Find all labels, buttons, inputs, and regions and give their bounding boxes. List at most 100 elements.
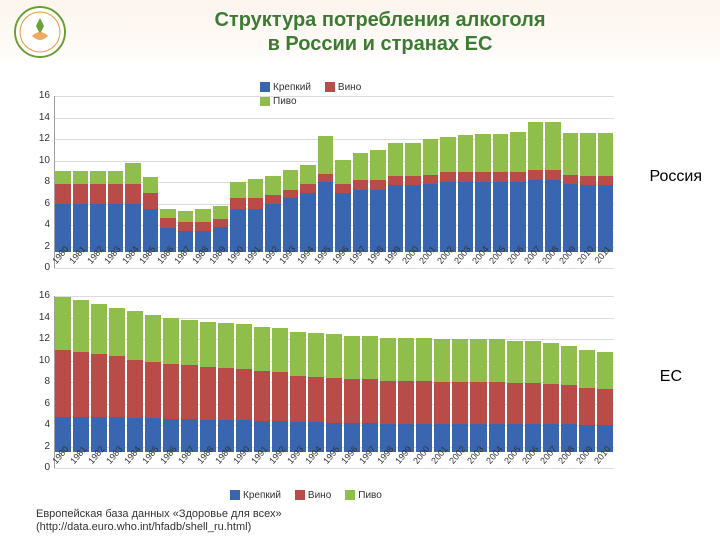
- bar: 1994: [300, 80, 316, 252]
- x-tick-label: 1987: [177, 444, 198, 466]
- bar-seg-spirits: [493, 182, 509, 252]
- bar-seg-beer: [440, 137, 456, 172]
- chart-russia: 0246810121416198019811982198319841985198…: [54, 80, 614, 268]
- bar-seg-wine: [543, 384, 559, 424]
- legend-item-beer-2: Пиво: [345, 490, 382, 501]
- gridline: [54, 468, 614, 469]
- x-tick-label: 1983: [104, 444, 125, 466]
- bar-seg-beer: [405, 143, 421, 175]
- bar-seg-beer: [283, 170, 299, 189]
- bar-seg-wine: [580, 176, 596, 186]
- bar-seg-beer: [335, 160, 351, 185]
- bar-seg-beer: [423, 139, 439, 174]
- x-tick-label: 1996: [339, 444, 360, 466]
- bar: 2003: [470, 280, 486, 452]
- bar-seg-wine: [579, 388, 595, 426]
- bar-seg-spirits: [545, 180, 561, 252]
- y-tick-label: 2: [26, 441, 50, 452]
- x-tick-label: 2006: [520, 444, 541, 466]
- bar-seg-beer: [493, 134, 509, 173]
- y-tick-label: 10: [26, 155, 50, 166]
- bar-seg-beer: [398, 338, 414, 381]
- bar-seg-beer: [55, 297, 71, 350]
- bar: 1998: [380, 280, 396, 452]
- bar-seg-beer: [563, 133, 579, 175]
- org-logo: [14, 6, 66, 58]
- bar-seg-beer: [218, 323, 234, 368]
- bar-seg-wine: [561, 385, 577, 424]
- page-title: Структура потребления алкоголя в России …: [120, 8, 640, 56]
- label-russia: Россия: [650, 168, 702, 186]
- bar: 1991: [254, 280, 270, 452]
- bar-seg-beer: [318, 136, 334, 174]
- bar-seg-spirits: [440, 182, 456, 252]
- x-tick-label: 1980: [50, 244, 71, 266]
- x-tick-label: 1990: [231, 444, 252, 466]
- bar: 1993: [290, 280, 306, 452]
- bar-seg-wine: [510, 172, 526, 182]
- x-tick-label: 2001: [429, 444, 450, 466]
- bar: 1999: [398, 280, 414, 452]
- bar: 2011: [598, 80, 614, 252]
- bar-seg-beer: [475, 134, 491, 173]
- y-tick-label: 16: [26, 290, 50, 301]
- bar-seg-beer: [181, 320, 197, 365]
- bar-seg-wine: [308, 377, 324, 422]
- bar: 2008: [561, 280, 577, 452]
- bar-seg-wine: [178, 222, 194, 231]
- x-tick-label: 2007: [538, 444, 559, 466]
- bar-seg-beer: [489, 339, 505, 382]
- bar-seg-beer: [73, 171, 89, 184]
- bar: 1984: [125, 80, 141, 252]
- bar-seg-wine: [452, 382, 468, 424]
- bar: 2000: [405, 80, 421, 252]
- bar-seg-wine: [300, 184, 316, 193]
- bar-seg-spirits: [598, 185, 614, 252]
- bar-seg-wine: [160, 218, 176, 229]
- bar-seg-beer: [91, 304, 107, 355]
- bar: 1988: [200, 280, 216, 452]
- y-tick-label: 12: [26, 133, 50, 144]
- bar: 1989: [213, 80, 229, 252]
- bar-seg-wine: [200, 367, 216, 420]
- bar-seg-wine: [272, 372, 288, 420]
- bar: 1994: [308, 280, 324, 452]
- bar-seg-wine: [423, 175, 439, 185]
- y-tick-label: 14: [26, 312, 50, 323]
- bar-seg-wine: [236, 369, 252, 420]
- bar-seg-beer: [248, 179, 264, 198]
- bar-seg-wine: [143, 193, 159, 209]
- bar-seg-beer: [125, 163, 141, 185]
- bar-seg-beer: [597, 352, 613, 389]
- title-line-1: Структура потребления алкоголя: [214, 9, 545, 31]
- y-tick-label: 2: [26, 241, 50, 252]
- bar-seg-spirits: [370, 190, 386, 252]
- bar-seg-beer: [90, 171, 106, 184]
- bar: 1981: [73, 280, 89, 452]
- bar: 1997: [353, 80, 369, 252]
- label-eu: ЕС: [660, 368, 682, 386]
- bar-seg-spirits: [405, 185, 421, 252]
- x-tick-label: 2003: [466, 444, 487, 466]
- bar-seg-wine: [493, 172, 509, 182]
- bar: 1996: [335, 80, 351, 252]
- bars: 1980198119821983198419851986198719881989…: [54, 80, 614, 252]
- x-tick-label: 2004: [484, 444, 505, 466]
- x-tick-label: 1989: [213, 444, 234, 466]
- bar-seg-beer: [452, 339, 468, 382]
- x-tick-label: 1984: [122, 444, 143, 466]
- x-tick-label: 1993: [285, 444, 306, 466]
- bar-seg-wine: [475, 172, 491, 182]
- footnote: Европейская база данных «Здоровье для вс…: [36, 508, 282, 534]
- bar-seg-beer: [434, 339, 450, 382]
- bar-seg-wine: [326, 378, 342, 423]
- bar-seg-wine: [248, 198, 264, 209]
- bar-seg-spirits: [423, 184, 439, 252]
- bar: 1992: [265, 80, 281, 252]
- bar-seg-wine: [528, 170, 544, 180]
- bar-seg-beer: [290, 332, 306, 376]
- bar-seg-wine: [353, 180, 369, 190]
- bar-seg-wine: [335, 184, 351, 193]
- bar: 2006: [510, 80, 526, 252]
- bar: 1993: [283, 80, 299, 252]
